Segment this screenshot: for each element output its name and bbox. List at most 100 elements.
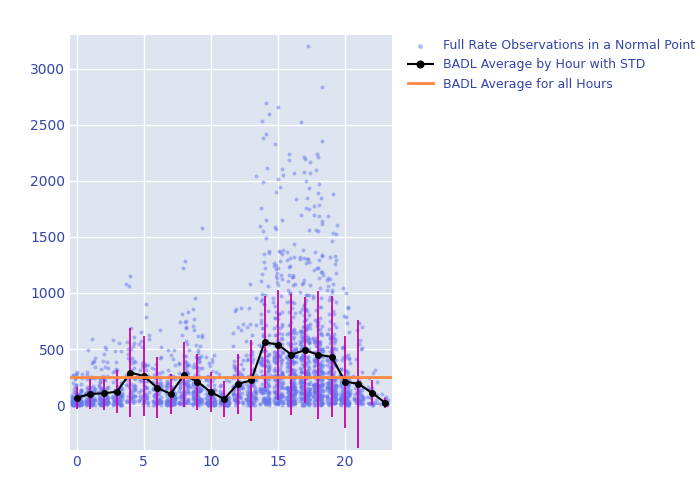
Full Rate Observations in a Normal Point bbox=[272, 398, 283, 406]
Full Rate Observations in a Normal Point bbox=[259, 336, 270, 344]
Full Rate Observations in a Normal Point bbox=[246, 400, 258, 408]
Full Rate Observations in a Normal Point bbox=[308, 294, 319, 302]
Full Rate Observations in a Normal Point bbox=[298, 401, 309, 409]
Full Rate Observations in a Normal Point bbox=[111, 374, 122, 382]
Full Rate Observations in a Normal Point bbox=[67, 396, 78, 404]
Full Rate Observations in a Normal Point bbox=[301, 374, 312, 382]
Full Rate Observations in a Normal Point bbox=[310, 166, 321, 174]
Full Rate Observations in a Normal Point bbox=[167, 400, 178, 408]
Full Rate Observations in a Normal Point bbox=[115, 400, 126, 408]
Full Rate Observations in a Normal Point bbox=[298, 280, 309, 287]
Full Rate Observations in a Normal Point bbox=[364, 400, 375, 407]
Full Rate Observations in a Normal Point bbox=[274, 391, 285, 399]
Full Rate Observations in a Normal Point bbox=[312, 381, 323, 389]
Full Rate Observations in a Normal Point bbox=[275, 388, 286, 396]
Full Rate Observations in a Normal Point bbox=[111, 398, 122, 406]
Full Rate Observations in a Normal Point bbox=[80, 390, 92, 398]
Full Rate Observations in a Normal Point bbox=[281, 363, 293, 371]
Full Rate Observations in a Normal Point bbox=[161, 396, 172, 404]
Full Rate Observations in a Normal Point bbox=[155, 354, 166, 362]
Full Rate Observations in a Normal Point bbox=[81, 368, 92, 376]
Full Rate Observations in a Normal Point bbox=[271, 188, 282, 196]
Full Rate Observations in a Normal Point bbox=[321, 361, 332, 369]
Full Rate Observations in a Normal Point bbox=[344, 374, 355, 382]
Full Rate Observations in a Normal Point bbox=[328, 376, 339, 384]
Full Rate Observations in a Normal Point bbox=[136, 386, 147, 394]
Full Rate Observations in a Normal Point bbox=[290, 346, 301, 354]
Full Rate Observations in a Normal Point bbox=[304, 396, 315, 404]
Full Rate Observations in a Normal Point bbox=[237, 398, 248, 406]
Full Rate Observations in a Normal Point bbox=[256, 360, 267, 368]
Full Rate Observations in a Normal Point bbox=[260, 377, 271, 385]
Full Rate Observations in a Normal Point bbox=[354, 398, 365, 406]
Full Rate Observations in a Normal Point bbox=[295, 373, 306, 381]
Full Rate Observations in a Normal Point bbox=[284, 298, 295, 306]
Full Rate Observations in a Normal Point bbox=[281, 298, 293, 306]
Full Rate Observations in a Normal Point bbox=[282, 278, 293, 285]
Full Rate Observations in a Normal Point bbox=[342, 392, 354, 400]
Full Rate Observations in a Normal Point bbox=[324, 384, 335, 392]
Full Rate Observations in a Normal Point bbox=[329, 382, 340, 390]
Full Rate Observations in a Normal Point bbox=[165, 394, 176, 402]
Full Rate Observations in a Normal Point bbox=[283, 400, 294, 408]
Full Rate Observations in a Normal Point bbox=[371, 390, 382, 398]
Full Rate Observations in a Normal Point bbox=[308, 384, 319, 392]
Full Rate Observations in a Normal Point bbox=[177, 331, 188, 339]
Full Rate Observations in a Normal Point bbox=[76, 400, 87, 408]
Full Rate Observations in a Normal Point bbox=[314, 365, 326, 373]
Full Rate Observations in a Normal Point bbox=[82, 398, 93, 406]
Full Rate Observations in a Normal Point bbox=[181, 378, 192, 386]
Full Rate Observations in a Normal Point bbox=[234, 392, 245, 400]
Full Rate Observations in a Normal Point bbox=[328, 352, 339, 360]
Full Rate Observations in a Normal Point bbox=[137, 374, 148, 382]
Full Rate Observations in a Normal Point bbox=[246, 390, 257, 398]
Full Rate Observations in a Normal Point bbox=[322, 276, 333, 283]
Full Rate Observations in a Normal Point bbox=[312, 349, 323, 357]
Full Rate Observations in a Normal Point bbox=[258, 332, 270, 340]
Full Rate Observations in a Normal Point bbox=[83, 386, 94, 394]
Full Rate Observations in a Normal Point bbox=[328, 399, 339, 407]
Full Rate Observations in a Normal Point bbox=[127, 342, 139, 350]
Full Rate Observations in a Normal Point bbox=[228, 385, 239, 393]
Full Rate Observations in a Normal Point bbox=[183, 398, 195, 406]
Full Rate Observations in a Normal Point bbox=[70, 397, 81, 405]
Full Rate Observations in a Normal Point bbox=[148, 392, 160, 400]
Full Rate Observations in a Normal Point bbox=[313, 227, 324, 235]
Full Rate Observations in a Normal Point bbox=[204, 378, 215, 386]
Full Rate Observations in a Normal Point bbox=[355, 400, 366, 407]
Full Rate Observations in a Normal Point bbox=[232, 394, 243, 402]
BADL Average by Hour with STD bbox=[73, 395, 81, 401]
Full Rate Observations in a Normal Point bbox=[302, 324, 313, 332]
Full Rate Observations in a Normal Point bbox=[142, 384, 153, 392]
Full Rate Observations in a Normal Point bbox=[282, 392, 293, 400]
Full Rate Observations in a Normal Point bbox=[154, 396, 165, 404]
BADL Average by Hour with STD bbox=[220, 396, 228, 402]
Full Rate Observations in a Normal Point bbox=[135, 377, 146, 385]
Full Rate Observations in a Normal Point bbox=[103, 399, 114, 407]
Full Rate Observations in a Normal Point bbox=[297, 388, 308, 396]
Full Rate Observations in a Normal Point bbox=[246, 388, 257, 396]
Full Rate Observations in a Normal Point bbox=[207, 390, 218, 398]
Full Rate Observations in a Normal Point bbox=[317, 272, 328, 280]
Full Rate Observations in a Normal Point bbox=[134, 366, 146, 374]
Full Rate Observations in a Normal Point bbox=[353, 378, 364, 386]
Full Rate Observations in a Normal Point bbox=[335, 400, 346, 407]
Full Rate Observations in a Normal Point bbox=[214, 386, 225, 394]
Full Rate Observations in a Normal Point bbox=[286, 398, 297, 406]
Full Rate Observations in a Normal Point bbox=[87, 396, 98, 404]
Full Rate Observations in a Normal Point bbox=[228, 386, 239, 394]
Full Rate Observations in a Normal Point bbox=[290, 373, 301, 381]
Full Rate Observations in a Normal Point bbox=[286, 326, 297, 334]
Full Rate Observations in a Normal Point bbox=[309, 384, 320, 392]
Full Rate Observations in a Normal Point bbox=[329, 386, 340, 394]
Full Rate Observations in a Normal Point bbox=[204, 359, 215, 367]
Full Rate Observations in a Normal Point bbox=[285, 372, 296, 380]
Full Rate Observations in a Normal Point bbox=[126, 366, 137, 374]
Full Rate Observations in a Normal Point bbox=[106, 392, 118, 400]
Full Rate Observations in a Normal Point bbox=[262, 363, 273, 371]
Full Rate Observations in a Normal Point bbox=[288, 382, 299, 390]
Full Rate Observations in a Normal Point bbox=[274, 374, 286, 382]
Full Rate Observations in a Normal Point bbox=[196, 398, 207, 406]
Full Rate Observations in a Normal Point bbox=[337, 356, 348, 364]
Full Rate Observations in a Normal Point bbox=[204, 400, 216, 408]
